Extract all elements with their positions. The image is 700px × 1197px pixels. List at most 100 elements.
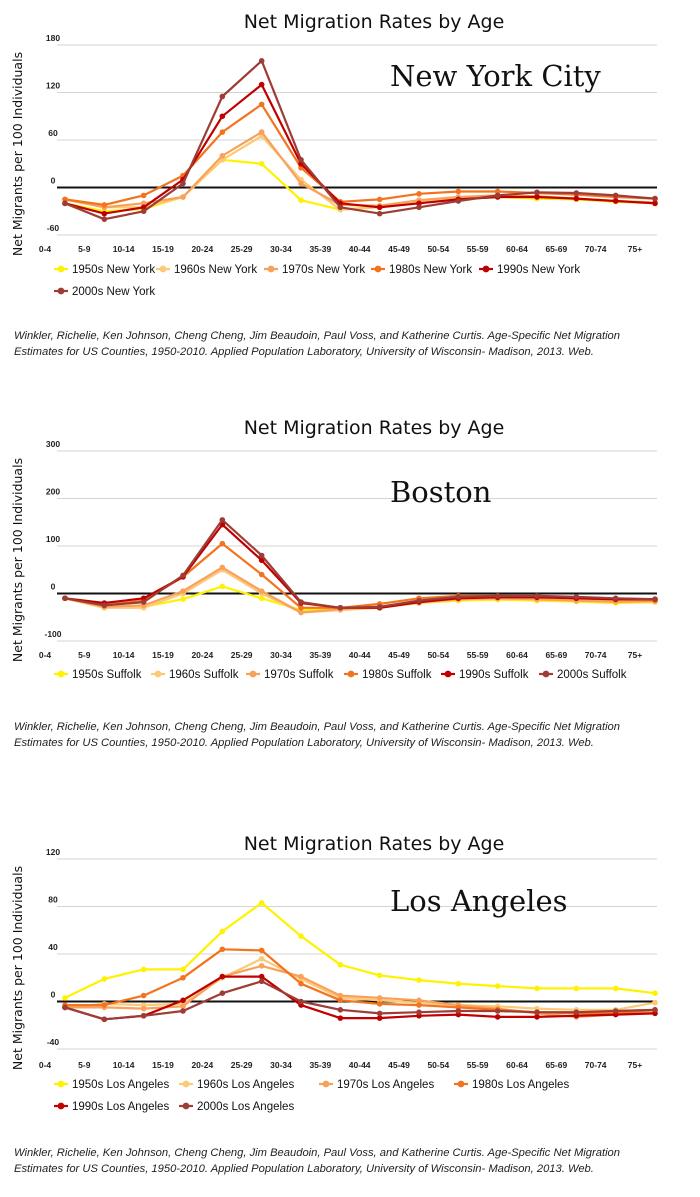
data-point — [258, 58, 265, 64]
x-tick-label: 65-69 — [545, 244, 567, 254]
data-point — [494, 188, 501, 195]
data-point — [652, 200, 658, 207]
legend-swatch-marker — [182, 1102, 190, 1110]
data-point — [376, 204, 383, 211]
data-point — [416, 1009, 422, 1015]
legend-swatch-marker — [249, 670, 257, 678]
legend-swatch-marker — [542, 670, 550, 678]
x-tick-label: 10-14 — [113, 1060, 135, 1070]
legend-label: 2000s Suffolk — [557, 669, 627, 681]
y-tick-label: -40 — [47, 1037, 60, 1047]
x-tick-label: 70-74 — [585, 1060, 607, 1070]
x-tick-label: 20-24 — [191, 244, 213, 254]
x-tick-label: 35-39 — [309, 244, 331, 254]
x-tick-label: 45-49 — [388, 650, 410, 660]
x-tick-label: 75+ — [628, 244, 642, 254]
data-point — [258, 973, 265, 980]
x-tick-label: 20-24 — [191, 1060, 213, 1070]
data-point — [258, 552, 265, 559]
x-tick-label: 30-34 — [270, 244, 292, 254]
x-tick-label: 25-29 — [231, 1060, 253, 1070]
chart-panel-boston: Net Migration Rates by Age -100 0 100 200 300… — [0, 408, 700, 768]
data-point — [298, 599, 304, 605]
y-tick-label: -100 — [44, 629, 61, 639]
data-point — [494, 1014, 501, 1020]
data-point — [534, 1009, 540, 1015]
data-point — [101, 216, 108, 222]
x-tick-label: 5-9 — [78, 244, 91, 254]
legend-label: 1980s Los Angeles — [472, 1079, 569, 1091]
x-tick-label: 0-4 — [39, 244, 52, 254]
series-line-6 — [64, 59, 656, 221]
data-point — [376, 210, 383, 217]
data-point — [219, 113, 226, 120]
city-annotation: New York City — [390, 59, 601, 93]
data-point — [258, 557, 265, 564]
y-axis-label: Net Migrants per 100 Individuals — [10, 52, 25, 256]
data-point — [258, 900, 265, 906]
legend-swatch-marker — [57, 265, 65, 273]
x-tick-label: 45-49 — [388, 1060, 410, 1070]
data-point — [337, 1007, 344, 1013]
data-point — [298, 998, 304, 1005]
x-tick-label: 10-14 — [113, 650, 135, 660]
chart-svg-new-york: Net Migration Rates by Age -60 0 60 120 180 Ne… — [10, 11, 658, 298]
legend-swatch-marker — [267, 265, 275, 273]
x-tick-label: 50-54 — [427, 650, 449, 660]
citation-text: Winkler, Richelie, Ken Johnson, Cheng Ch… — [14, 328, 694, 360]
data-point — [258, 101, 265, 108]
data-point — [219, 990, 226, 996]
data-point — [494, 1008, 501, 1014]
citation-line-2: Estimates for US Counties, 1950-2010. Ap… — [14, 737, 594, 749]
citation-line-1: Winkler, Richelie, Ken Johnson, Cheng Ch… — [14, 721, 620, 733]
city-annotation: Boston — [390, 475, 491, 509]
data-point — [180, 974, 186, 981]
citation-line-1: Winkler, Richelie, Ken Johnson, Cheng Ch… — [14, 1147, 620, 1159]
legend-label: 1950s New York — [72, 264, 155, 276]
data-point — [376, 972, 383, 979]
data-point — [140, 992, 147, 999]
legend-swatch-marker — [57, 287, 65, 295]
series-line-5 — [64, 975, 656, 1021]
data-point — [62, 196, 68, 203]
data-point — [258, 947, 265, 954]
data-point — [258, 129, 265, 135]
data-point — [258, 955, 265, 962]
data-point — [62, 995, 68, 1001]
data-point — [534, 593, 540, 599]
data-point — [258, 595, 265, 602]
data-point — [258, 963, 265, 969]
legend-swatch-marker — [154, 670, 162, 678]
data-point — [416, 997, 422, 1004]
data-point — [140, 208, 147, 215]
data-point — [337, 604, 344, 611]
legend-label: 2000s Los Angeles — [197, 1101, 294, 1113]
data-point — [416, 200, 422, 207]
chart-title: Net Migration Rates by Age — [244, 417, 505, 439]
data-point — [298, 609, 304, 616]
data-point — [416, 597, 422, 604]
x-tick-label: 15-19 — [152, 244, 174, 254]
chart-title: Net Migration Rates by Age — [244, 833, 505, 855]
legend-label: 1950s Los Angeles — [72, 1079, 169, 1091]
y-tick-label: 40 — [48, 942, 58, 952]
data-point — [534, 985, 540, 992]
data-point — [455, 188, 462, 195]
x-tick-label: 75+ — [628, 1060, 642, 1070]
chart-panel-new-york: Net Migration Rates by Age -60 0 60 120 180 Ne… — [0, 0, 700, 390]
y-axis-label: Net Migrants per 100 Individuals — [10, 458, 25, 662]
series-line-3 — [64, 131, 656, 209]
series-line-6 — [64, 518, 656, 609]
x-tick-label: 55-59 — [467, 1060, 489, 1070]
data-point — [652, 1007, 658, 1013]
y-tick-label: 0 — [51, 582, 56, 592]
data-point — [455, 980, 462, 987]
data-point — [573, 594, 580, 600]
data-point — [101, 1016, 108, 1023]
data-point — [62, 1004, 68, 1011]
data-point — [219, 517, 226, 523]
data-point — [298, 980, 304, 987]
data-point — [612, 1008, 619, 1014]
legend-label: 1970s Suffolk — [264, 669, 334, 681]
legend-label: 1960s Suffolk — [169, 669, 239, 681]
